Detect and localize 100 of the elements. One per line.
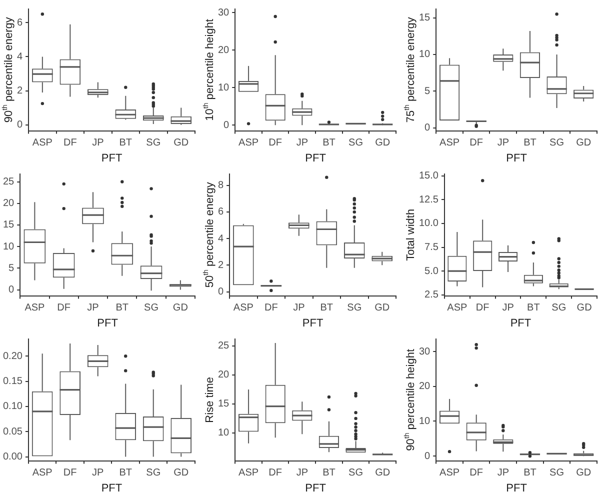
x-tick-label: DF bbox=[264, 302, 278, 314]
x-tick-label: SG bbox=[348, 468, 364, 479]
x-tick-label: JP bbox=[296, 138, 308, 149]
x-axis-title: PFT bbox=[305, 152, 326, 164]
x-tick-label: SG bbox=[146, 138, 161, 149]
y-tick-label: 10 bbox=[419, 49, 431, 60]
y-tick-label: 10 bbox=[218, 82, 230, 94]
x-tick-label: BT bbox=[320, 302, 334, 314]
x-tick-label: ASP bbox=[440, 138, 460, 149]
x-tick-label: JP bbox=[497, 138, 510, 149]
y-tick-label: 15 bbox=[419, 12, 431, 24]
y-tick-label: 0.15 bbox=[2, 376, 23, 388]
x-axis-title: PFT bbox=[97, 317, 118, 330]
y-axis-title: Rise time bbox=[204, 376, 216, 423]
y-tick-label: 6 bbox=[17, 17, 23, 28]
y-tick-label: 10.0 bbox=[418, 218, 439, 230]
y-tick-label: 12.5 bbox=[418, 194, 439, 206]
x-tick-label: SG bbox=[146, 468, 161, 479]
y-tick-label: 10 bbox=[419, 416, 431, 427]
x-tick-label: GD bbox=[374, 302, 390, 314]
x-tick-label: ASP bbox=[238, 468, 259, 479]
y-tick-label: 0 bbox=[424, 122, 431, 134]
x-tick-label: ASP bbox=[238, 138, 259, 149]
x-tick-label: DF bbox=[63, 468, 77, 479]
y-tick-label: 25 bbox=[3, 176, 15, 188]
x-axis-title: PFT bbox=[506, 152, 528, 164]
x-tick-label: GD bbox=[375, 138, 390, 149]
y-tick-label: 4 bbox=[218, 233, 224, 244]
y-tick-label: 0 bbox=[17, 120, 23, 131]
x-tick-label: BT bbox=[527, 302, 540, 314]
y-tick-label: 5 bbox=[8, 262, 15, 274]
x-tick-label: BT bbox=[322, 138, 336, 149]
y-tick-label: 25 bbox=[218, 340, 230, 352]
y-tick-label: 15 bbox=[218, 398, 230, 410]
y-tick-label: 5.0 bbox=[424, 266, 439, 277]
x-tick-label: ASP bbox=[32, 468, 53, 479]
y-tick-label: 0 bbox=[8, 284, 15, 296]
y-tick-label: 20 bbox=[218, 44, 230, 56]
y-tick-label: 7.5 bbox=[424, 242, 439, 254]
x-tick-label: ASP bbox=[233, 302, 254, 314]
y-tick-label: 0 bbox=[218, 286, 224, 298]
y-tick-label: 30 bbox=[218, 8, 230, 18]
x-tick-label: DF bbox=[268, 138, 282, 149]
x-tick-label: JP bbox=[497, 468, 510, 479]
x-axis-title: PFT bbox=[510, 317, 532, 330]
y-tick-label: 6 bbox=[218, 206, 224, 218]
x-tick-label: SG bbox=[550, 138, 564, 149]
x-tick-label: DF bbox=[268, 468, 282, 479]
x-tick-label: GD bbox=[576, 138, 592, 149]
x-tick-label: GD bbox=[576, 302, 592, 314]
y-tick-label: 15 bbox=[3, 220, 15, 231]
x-tick-label: GD bbox=[172, 302, 188, 314]
y-tick-label: 0.10 bbox=[2, 401, 23, 412]
x-tick-label: BT bbox=[524, 468, 536, 479]
y-axis-title: Total width bbox=[405, 208, 418, 261]
x-axis-title: PFT bbox=[305, 482, 326, 494]
x-axis-title: PFT bbox=[506, 482, 528, 494]
x-tick-label: JP bbox=[296, 468, 308, 479]
x-tick-label: BT bbox=[116, 302, 129, 314]
x-tick-label: DF bbox=[57, 302, 71, 314]
x-tick-label: JP bbox=[92, 138, 104, 149]
x-tick-label: DF bbox=[64, 138, 77, 149]
y-tick-label: 2 bbox=[17, 86, 23, 97]
x-tick-label: ASP bbox=[447, 302, 468, 314]
x-axis-title: PFT bbox=[101, 152, 122, 164]
x-tick-label: JP bbox=[293, 302, 306, 314]
y-tick-label: 0.20 bbox=[2, 350, 23, 362]
x-tick-label: DF bbox=[470, 468, 484, 479]
x-tick-label: BT bbox=[524, 138, 536, 149]
x-tick-label: GD bbox=[174, 468, 189, 479]
x-axis-title: PFT bbox=[101, 482, 122, 494]
y-tick-label: 0 bbox=[224, 120, 230, 131]
y-tick-label: 20 bbox=[419, 381, 431, 392]
x-tick-label: ASP bbox=[32, 138, 53, 149]
x-tick-label: GD bbox=[375, 468, 390, 479]
y-tick-label: 30 bbox=[419, 346, 431, 358]
x-axis-title: PFT bbox=[302, 317, 324, 330]
x-tick-label: SG bbox=[550, 468, 564, 479]
y-tick-label: 0.05 bbox=[2, 426, 23, 438]
y-tick-label: 10 bbox=[218, 428, 230, 439]
y-tick-label: 20 bbox=[3, 198, 15, 210]
x-tick-label: SG bbox=[552, 302, 566, 314]
y-tick-label: 4 bbox=[17, 51, 23, 62]
x-tick-label: ASP bbox=[24, 302, 46, 314]
y-tick-label: 0 bbox=[424, 450, 431, 462]
x-tick-label: DF bbox=[470, 138, 484, 149]
y-tick-label: 2 bbox=[218, 260, 224, 271]
y-tick-label: 5 bbox=[424, 86, 431, 97]
x-tick-label: SG bbox=[348, 138, 364, 149]
x-tick-label: JP bbox=[92, 468, 104, 479]
x-tick-label: GD bbox=[576, 468, 592, 479]
y-tick-label: 15.0 bbox=[418, 170, 439, 182]
x-tick-label: BT bbox=[119, 138, 132, 149]
y-tick-label: 20 bbox=[218, 370, 230, 381]
y-tick-label: 8 bbox=[218, 180, 224, 192]
x-tick-label: SG bbox=[347, 302, 362, 314]
x-tick-label: JP bbox=[502, 302, 514, 314]
x-tick-label: BT bbox=[322, 468, 336, 479]
x-tick-label: JP bbox=[87, 302, 100, 314]
x-tick-label: DF bbox=[476, 302, 490, 314]
